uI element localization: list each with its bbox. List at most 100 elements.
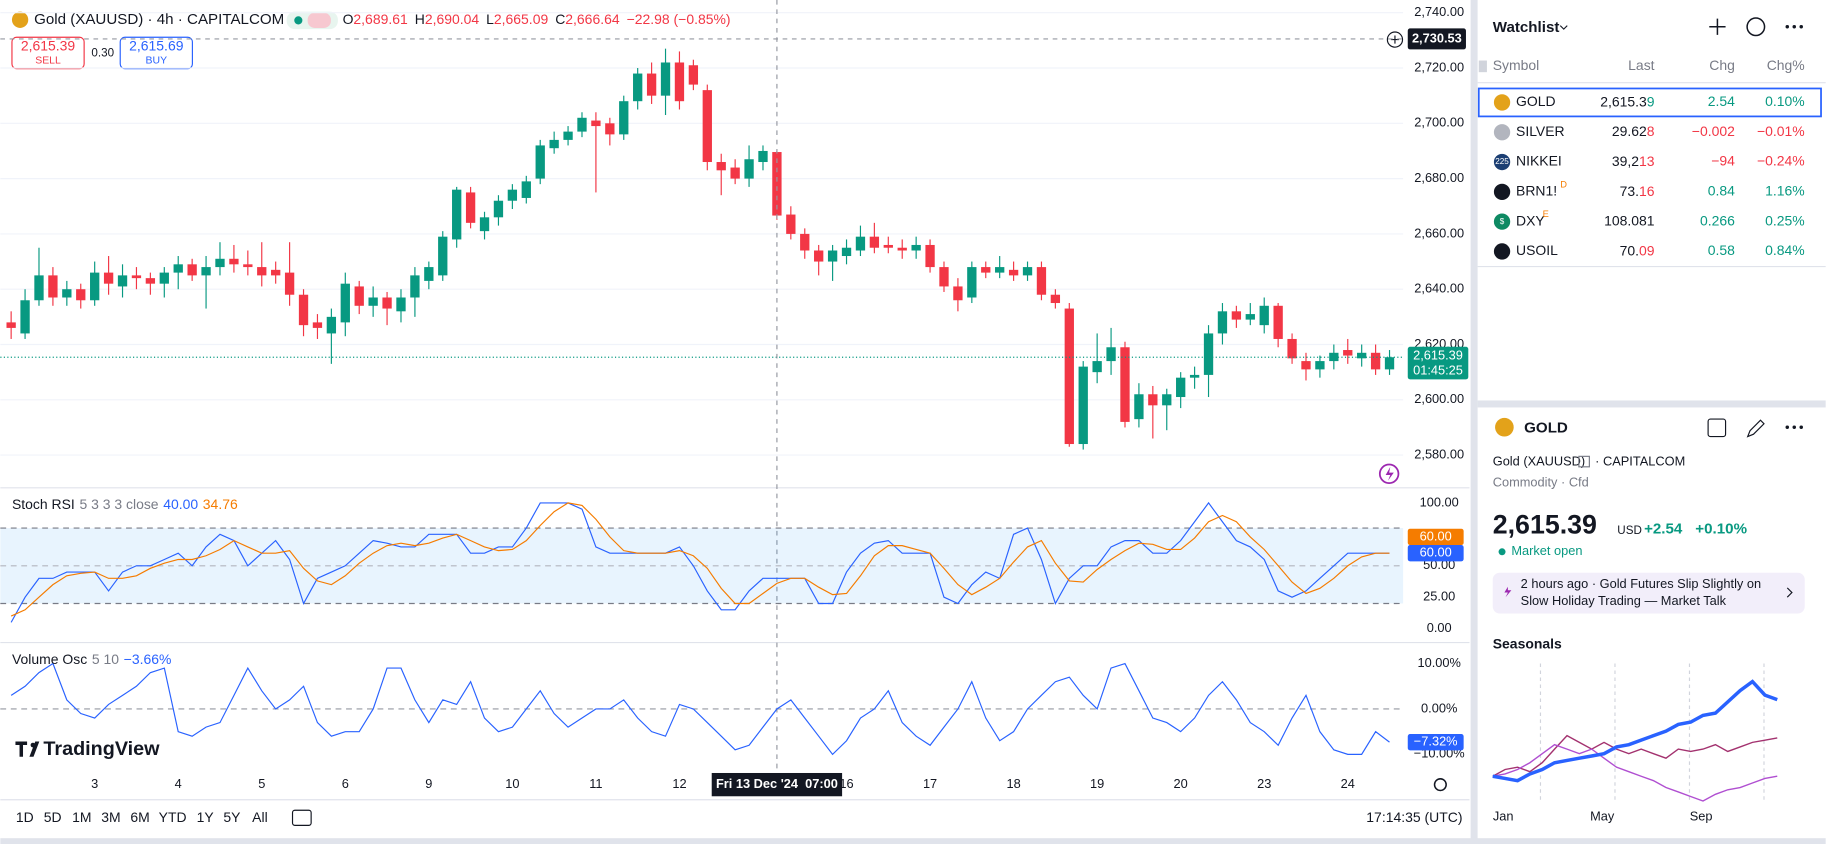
last-price-label: 2,615.39	[1413, 347, 1463, 362]
candle-body	[786, 214, 796, 234]
candle-body	[493, 200, 504, 218]
candle-body	[452, 189, 462, 240]
news-line: 2 hours ago · Gold Futures Slip Slightly…	[1521, 576, 1761, 591]
candle-body	[1245, 314, 1255, 320]
calendar-icon[interactable]	[291, 809, 312, 826]
seasonals-title: Seasonals	[1493, 636, 1562, 652]
row-symbol[interactable]: DXY	[1516, 212, 1545, 228]
candle-body	[660, 62, 671, 96]
row-last: 108.081	[1604, 212, 1655, 228]
candle-body	[1120, 347, 1130, 422]
bottom-edge	[0, 838, 1826, 844]
candle-body	[173, 264, 183, 273]
indicator-legend: Volume Osc 5 10 −3.66%	[12, 651, 171, 667]
range-button[interactable]: All	[252, 809, 268, 825]
candle-body	[1370, 352, 1381, 370]
row-last-tick: 09	[1639, 242, 1655, 258]
edit-icon[interactable]	[1746, 419, 1765, 438]
watchlist: Symbol Last Chg Chg% GOLD 2,615.39 2.54 0.10% SI…	[1477, 57, 1822, 260]
details-name[interactable]: Gold (XAUUSD)	[1493, 454, 1585, 469]
range-button[interactable]: 1D	[16, 809, 34, 825]
range-button[interactable]: YTD	[159, 809, 187, 825]
last-value-badge	[1407, 734, 1464, 751]
row-last-tick: 9	[1647, 93, 1655, 109]
add-icon-cross	[1390, 35, 1400, 44]
row-icon	[1493, 153, 1511, 171]
candle-body	[1064, 308, 1074, 445]
ohlc-c-label: C	[555, 10, 565, 26]
sell-button[interactable]	[11, 36, 85, 70]
row-chg: 2.54	[1708, 93, 1735, 109]
spread: 0.30	[91, 47, 114, 60]
screener-icon[interactable]	[1746, 17, 1766, 37]
symbol-icon	[11, 11, 29, 28]
symbol-title[interactable]: Gold (XAUUSD) · 4h · CAPITALCOM	[34, 11, 284, 28]
candle-body	[48, 275, 58, 298]
range-button[interactable]: 6M	[130, 809, 149, 825]
row-symbol[interactable]: BRN1!	[1516, 183, 1557, 199]
range-button[interactable]: 3M	[101, 809, 120, 825]
x-tick-label: 4	[175, 776, 182, 791]
more-icon[interactable]	[1785, 25, 1803, 29]
candle-body	[1176, 377, 1186, 398]
candle-body	[1036, 267, 1047, 295]
settings-icon[interactable]	[1433, 778, 1447, 792]
panel-divider	[1470, 0, 1478, 844]
news-chevron	[1786, 587, 1793, 598]
news-card[interactable]	[1492, 572, 1805, 614]
range-button[interactable]: 5Y	[223, 809, 240, 825]
candle-body	[1008, 269, 1019, 276]
candle-body	[187, 264, 197, 276]
row-symbol[interactable]: NIKKEI	[1516, 153, 1562, 169]
row-symbol[interactable]: GOLD	[1516, 93, 1556, 109]
candle-body	[967, 267, 977, 298]
indicator-legend: Stoch RSI 5 3 3 3 close 40.00 34.76	[12, 496, 238, 512]
indicator-params: 5 10	[92, 651, 119, 667]
candle-body	[1329, 352, 1339, 362]
range-button[interactable]: 1M	[72, 809, 91, 825]
market-dot	[1498, 548, 1506, 556]
row-symbol[interactable]: SILVER	[1516, 123, 1565, 139]
watchlist-title[interactable]: Watchlist	[1493, 19, 1560, 36]
column-header: Symbol	[1493, 57, 1540, 73]
row-chg: 0.58	[1708, 242, 1735, 258]
x-tick-label: 24	[1341, 776, 1355, 791]
candle-body	[271, 269, 281, 276]
candle-body	[229, 258, 239, 265]
chevron	[1559, 25, 1568, 30]
range-button[interactable]: 1Y	[197, 809, 214, 825]
row-symbol[interactable]: USOIL	[1516, 242, 1558, 258]
candle-body	[1217, 311, 1228, 334]
candle-body	[354, 286, 364, 306]
row-chg: 0.84	[1708, 183, 1735, 199]
add-symbol-icon[interactable]	[1709, 18, 1726, 35]
row-icon-text: $	[1500, 217, 1505, 226]
details-more-icon[interactable]	[1785, 425, 1803, 429]
range-button[interactable]: 5D	[44, 809, 62, 825]
alert-icon[interactable]	[1378, 463, 1400, 484]
candle-body	[284, 272, 295, 295]
sell-label: SELL	[35, 55, 61, 66]
candle-body	[1343, 350, 1353, 356]
x-tick-label: 19	[1090, 776, 1104, 791]
x-tick-label: 16	[839, 776, 853, 791]
indicator-value: −3.66%	[124, 651, 172, 667]
add-icon[interactable]	[1386, 31, 1404, 48]
x-tick-label: 12	[672, 776, 686, 791]
details-change: +2.54	[1644, 521, 1683, 538]
buy-button[interactable]	[119, 36, 193, 70]
candle-body	[159, 272, 169, 284]
layout-icon[interactable]	[1707, 418, 1727, 438]
candle-body	[340, 283, 350, 323]
row-last: 39,213	[1612, 153, 1655, 169]
x-tick-label: 11	[589, 776, 602, 791]
column-header: Last	[1628, 57, 1654, 73]
candle-body	[131, 275, 142, 279]
row-last-tick: 8	[1647, 123, 1655, 139]
candle-body	[925, 244, 935, 268]
candle-body	[591, 120, 601, 127]
row-icon	[1493, 183, 1511, 200]
external-icon[interactable]	[1578, 455, 1590, 468]
candle-body	[800, 233, 810, 251]
